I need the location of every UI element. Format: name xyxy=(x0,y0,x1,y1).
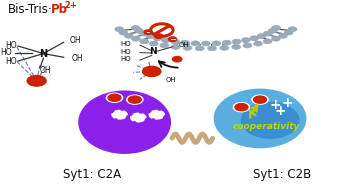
Text: 2+: 2+ xyxy=(65,1,78,10)
Circle shape xyxy=(263,31,272,36)
Circle shape xyxy=(250,36,259,41)
Circle shape xyxy=(253,41,262,46)
Circle shape xyxy=(171,39,179,44)
Text: −: − xyxy=(169,35,176,44)
Text: −: − xyxy=(145,28,152,37)
Circle shape xyxy=(263,39,272,44)
Text: HO: HO xyxy=(121,49,131,55)
Text: HO: HO xyxy=(121,41,131,47)
Circle shape xyxy=(106,93,123,102)
Circle shape xyxy=(272,26,281,30)
Circle shape xyxy=(131,113,146,122)
Circle shape xyxy=(115,27,123,32)
Circle shape xyxy=(272,36,280,41)
Text: HO: HO xyxy=(0,48,12,57)
Text: +: + xyxy=(281,96,293,110)
Circle shape xyxy=(125,33,133,38)
Text: −: − xyxy=(155,32,162,41)
Circle shape xyxy=(149,41,158,46)
Circle shape xyxy=(183,45,192,50)
Text: +: + xyxy=(270,98,281,112)
Text: HO: HO xyxy=(121,56,131,62)
Circle shape xyxy=(140,39,149,44)
Circle shape xyxy=(131,36,140,41)
Circle shape xyxy=(112,111,127,119)
Text: N: N xyxy=(39,49,47,59)
Circle shape xyxy=(233,103,250,112)
Circle shape xyxy=(220,45,229,50)
Circle shape xyxy=(153,36,162,41)
Circle shape xyxy=(268,28,277,33)
Circle shape xyxy=(208,46,216,51)
Text: HO: HO xyxy=(5,41,17,50)
Circle shape xyxy=(284,30,293,35)
Circle shape xyxy=(232,39,241,44)
Text: OH: OH xyxy=(165,77,176,83)
Circle shape xyxy=(252,95,268,104)
Text: cooperativity: cooperativity xyxy=(233,122,300,131)
Circle shape xyxy=(131,26,140,30)
Text: OH: OH xyxy=(70,36,81,45)
Text: HO: HO xyxy=(5,57,17,66)
Circle shape xyxy=(143,66,161,77)
Text: N: N xyxy=(150,47,157,56)
Circle shape xyxy=(173,57,182,62)
Text: Syt1: C2A: Syt1: C2A xyxy=(63,168,121,181)
Circle shape xyxy=(195,46,204,51)
Circle shape xyxy=(146,34,155,39)
Text: OH: OH xyxy=(39,66,51,75)
Circle shape xyxy=(108,94,121,101)
Circle shape xyxy=(288,27,297,32)
Text: Pb: Pb xyxy=(51,3,68,16)
Circle shape xyxy=(162,38,170,43)
Circle shape xyxy=(128,96,141,103)
Circle shape xyxy=(279,33,287,38)
Circle shape xyxy=(144,30,152,34)
Ellipse shape xyxy=(214,89,306,148)
Ellipse shape xyxy=(241,102,299,138)
Circle shape xyxy=(243,43,252,48)
Text: OH: OH xyxy=(179,42,189,48)
Circle shape xyxy=(160,43,169,48)
Circle shape xyxy=(171,44,180,49)
Circle shape xyxy=(201,41,210,46)
Circle shape xyxy=(253,96,267,103)
Circle shape xyxy=(181,40,189,45)
Circle shape xyxy=(212,41,221,46)
Circle shape xyxy=(241,38,250,43)
Circle shape xyxy=(257,34,266,39)
Circle shape xyxy=(232,44,240,49)
Text: Bis-Tris·: Bis-Tris· xyxy=(8,3,52,16)
Text: OH: OH xyxy=(71,54,83,63)
Text: +: + xyxy=(274,104,286,118)
Circle shape xyxy=(135,28,143,33)
Circle shape xyxy=(191,41,200,46)
Text: Syt1: C2B: Syt1: C2B xyxy=(253,168,311,181)
Circle shape xyxy=(168,37,177,41)
Circle shape xyxy=(235,104,248,111)
Circle shape xyxy=(27,76,46,86)
Circle shape xyxy=(127,95,143,104)
Circle shape xyxy=(149,111,164,119)
Circle shape xyxy=(140,31,149,36)
Circle shape xyxy=(119,30,128,35)
Ellipse shape xyxy=(79,91,170,153)
Circle shape xyxy=(222,40,231,45)
Circle shape xyxy=(155,34,163,38)
